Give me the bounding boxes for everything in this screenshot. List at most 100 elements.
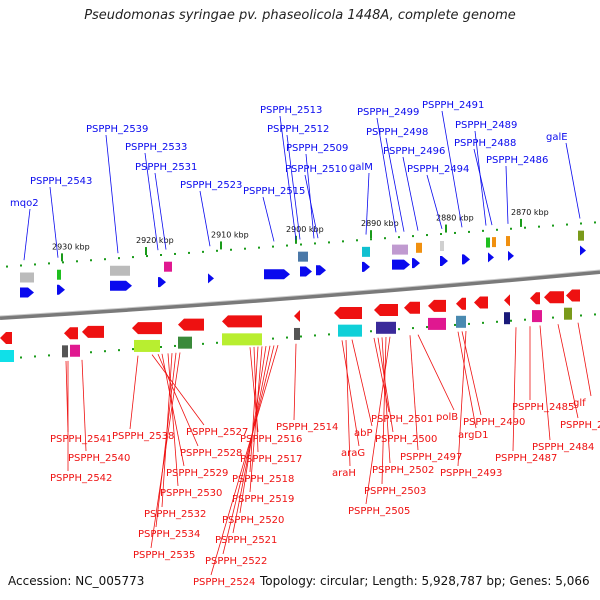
reverse-gene-arrow — [428, 299, 446, 312]
guide-dot — [272, 337, 274, 340]
bottom-gene-label: araH — [332, 468, 356, 479]
forward-feature-box — [486, 237, 490, 248]
top-gene-label: PSPPH_2543 — [30, 176, 92, 187]
guide-dot — [328, 241, 330, 244]
guide-dot — [314, 242, 316, 245]
top-gene-label: PSPPH_2513 — [260, 105, 322, 116]
reverse-gene-arrow — [64, 327, 78, 340]
tick-label: 2890 kbp — [361, 219, 399, 228]
gene-layer — [0, 230, 586, 362]
guide-dot — [440, 233, 442, 235]
bottom-gene-label: PSPPH_2527 — [186, 427, 248, 438]
tick-layer: 2930 kbp 2920 kbp 2910 kbp 2900 kbp 2890 kbp… — [52, 208, 549, 262]
forward-gene-arrow — [57, 284, 65, 295]
forward-feature-box — [440, 241, 444, 251]
guide-dot — [552, 316, 554, 319]
guide-dot — [90, 259, 92, 262]
top-leader-line — [105, 134, 119, 254]
guide-dot — [34, 355, 36, 358]
forward-gene-arrow — [362, 261, 370, 272]
guide-dot — [174, 344, 176, 347]
bottom-leader-line — [222, 345, 275, 555]
top-leader-line — [286, 134, 301, 240]
bottom-gene-label: PSPPH_2483 — [560, 420, 600, 431]
bottom-leader-line — [577, 322, 592, 397]
top-leader-line — [199, 190, 211, 247]
bottom-leader-line — [539, 325, 551, 441]
guide-dot — [468, 322, 470, 325]
guide-dot — [202, 342, 204, 345]
tick-label: 2900 kbp — [286, 225, 324, 234]
reverse-gene-arrow — [82, 325, 104, 338]
guide-dot — [230, 248, 232, 251]
tick-label: 2930 kbp — [52, 242, 90, 251]
bottom-gene-label: PSPPH_2502 — [372, 465, 434, 476]
guide-dot — [580, 314, 582, 317]
guide-dot — [468, 230, 470, 233]
forward-gene-arrow — [110, 280, 132, 291]
genome-title: Pseudomonas syringae pv. phaseolicola 14… — [84, 8, 516, 23]
reverse-feature-box — [178, 336, 192, 349]
top-leader-line — [154, 172, 167, 250]
top-leader-line — [23, 208, 31, 261]
bottom-gene-label: abP — [354, 428, 373, 439]
bottom-leader-line — [232, 345, 271, 534]
guide-dot — [524, 318, 526, 321]
top-gene-label: galM — [349, 162, 373, 173]
reverse-feature-box — [62, 345, 68, 358]
guide-dot — [412, 327, 414, 330]
bottom-leader-line — [161, 353, 185, 467]
guide-dot — [146, 255, 148, 258]
top-leader-line — [473, 148, 493, 226]
bottom-gene-label: PSPPH_2535 — [133, 550, 195, 561]
bottom-gene-label: PSPPH_2519 — [232, 494, 294, 505]
guide-dot — [216, 249, 218, 252]
bottom-gene-label: PSPPH_2532 — [144, 509, 206, 520]
bottom-gene-label: PSPPH_2503 — [364, 486, 426, 497]
forward-feature-box — [57, 269, 61, 280]
bottom-gene-label: PSPPH_2534 — [138, 529, 200, 540]
reverse-feature-box — [70, 344, 80, 357]
guide-dot — [258, 246, 260, 249]
guide-dot — [328, 333, 330, 336]
guide-dot — [398, 236, 400, 239]
top-gene-label: PSPPH_2539 — [86, 124, 148, 135]
guide-dot — [384, 237, 386, 240]
guide-dot — [300, 335, 302, 338]
bottom-leader-line — [557, 324, 579, 419]
bottom-leader-line — [150, 352, 181, 549]
guide-dot — [48, 262, 50, 265]
bottom-gene-label: PSPPH_2542 — [50, 473, 112, 484]
guide-dot — [286, 336, 288, 339]
top-gene-label: PSPPH_2494 — [407, 164, 469, 175]
reverse-gene-arrow — [132, 322, 162, 335]
guide-dot — [90, 351, 92, 354]
topology-text: Topology: circular; Length: 5,928,787 bp… — [260, 574, 590, 588]
guide-dot — [132, 348, 134, 351]
forward-gene-arrow — [316, 265, 326, 276]
forward-gene-arrow — [300, 266, 312, 277]
top-leader-line — [305, 153, 315, 239]
top-gene-label: PSPPH_2489 — [455, 120, 517, 131]
guide-dot — [538, 225, 540, 228]
forward-gene-arrow — [208, 273, 214, 284]
bottom-leader-line — [81, 359, 87, 452]
bottom-leader-line — [381, 337, 391, 464]
forward-gene-arrow — [462, 254, 470, 265]
reverse-feature-box — [504, 312, 510, 325]
top-gene-label: PSPPH_2498 — [366, 127, 428, 138]
top-leader-line — [376, 117, 397, 233]
top-gene-label: PSPPH_2491 — [422, 100, 484, 111]
backbone-line — [0, 270, 600, 320]
bottom-gene-label: PSPPH_2514 — [276, 422, 338, 433]
forward-feature-box — [506, 236, 510, 247]
guide-dot — [174, 252, 176, 255]
top-leader-line — [565, 142, 581, 219]
guide-dot — [342, 240, 344, 243]
bottom-gene-label: PSPPH_2518 — [232, 474, 294, 485]
guide-dot — [454, 231, 456, 234]
reverse-feature-box — [376, 321, 396, 334]
bottom-leader-line — [129, 355, 139, 430]
bottom-gene-label: PSPPH_2516 — [240, 434, 302, 445]
top-gene-label: PSPPH_2496 — [383, 146, 445, 157]
